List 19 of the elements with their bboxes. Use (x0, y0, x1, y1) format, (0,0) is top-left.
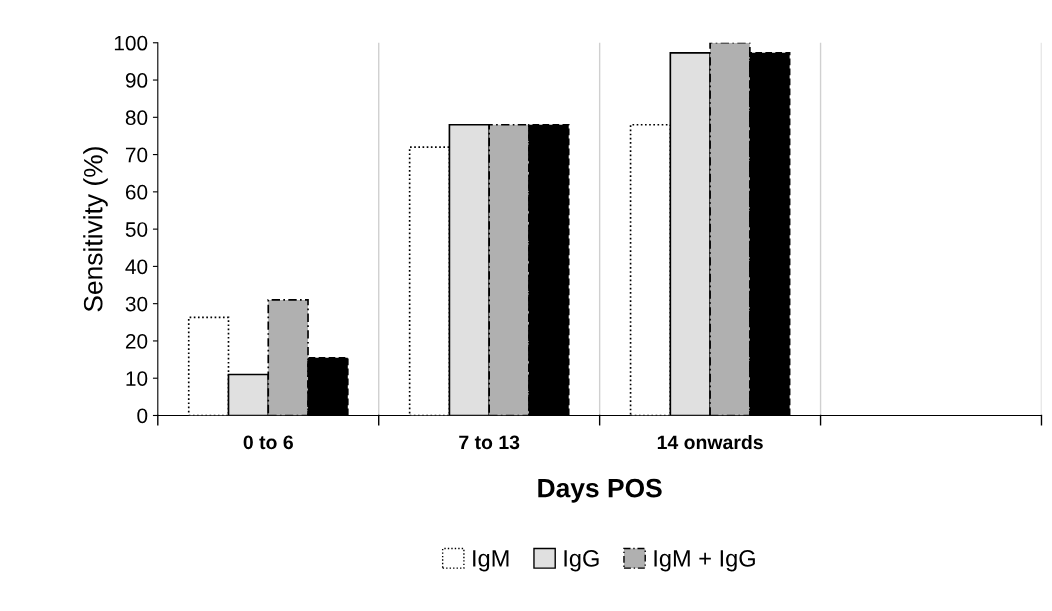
y-tick-label: 60 (125, 184, 148, 200)
y-tick-label: 80 (125, 110, 148, 126)
y-tick-label: 50 (125, 222, 148, 237)
y-tick-label: 100 (114, 35, 148, 51)
x-tick-label: 7 to 13 (459, 435, 520, 450)
y-tick-label: 90 (125, 73, 148, 88)
y-axis-title: Sensitivity (%) (83, 147, 108, 312)
legend-label: IgM + IgG (654, 550, 755, 572)
y-tick-label: 40 (125, 259, 148, 275)
y-tick-label: 20 (125, 333, 148, 349)
y-tick-label: 0 (137, 408, 148, 424)
y-tick-label: 70 (125, 147, 148, 163)
y-tick-label: 10 (126, 371, 148, 386)
y-tick-label: 30 (125, 296, 148, 312)
legend-label: IgG (564, 550, 599, 572)
x-axis-title: Days POS (538, 478, 662, 503)
legend-label: IgM (473, 550, 509, 572)
x-tick-label: 14 onwards (657, 434, 763, 450)
x-tick-label: 0 to 6 (243, 435, 293, 450)
